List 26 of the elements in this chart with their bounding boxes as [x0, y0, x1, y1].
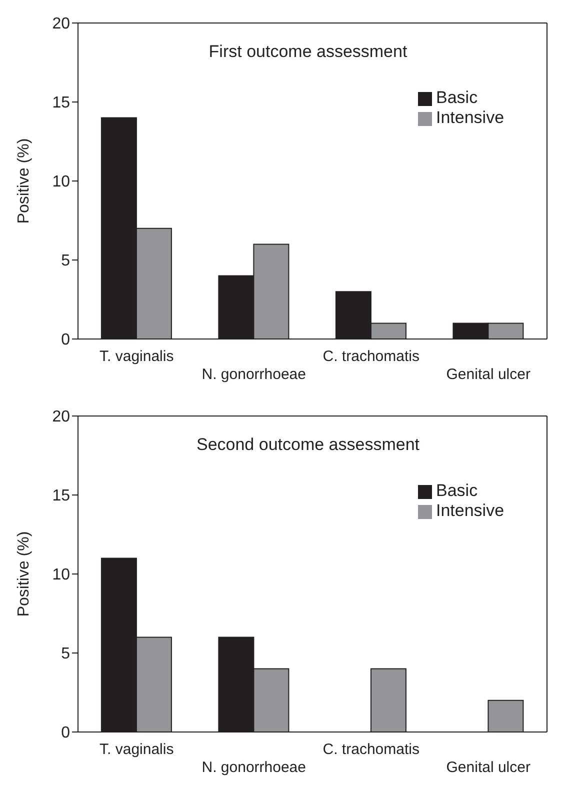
y-tick-label: 15	[52, 488, 70, 505]
legend-label: Basic	[436, 88, 478, 107]
legend-label: Basic	[436, 481, 478, 500]
x-tick-label: T. vaginalis	[100, 741, 174, 758]
x-tick-label: Genital ulcer	[446, 759, 530, 776]
y-tick-label: 15	[52, 94, 70, 112]
y-tick-label: 10	[52, 566, 70, 584]
x-tick-label: N. gonorrhoeae	[202, 759, 306, 776]
x-tick-label: T. vaginalis	[100, 348, 174, 365]
legend-label: Intensive	[436, 501, 504, 520]
x-tick-label: C. trachomatis	[322, 741, 420, 758]
text: First outcome assessment	[208, 42, 408, 62]
x-tick-label: N. gonorrhoeae	[202, 366, 306, 383]
y-tick-label: 0	[61, 724, 70, 742]
y-tick-label: 20	[52, 408, 70, 426]
y-tick-label: 0	[61, 332, 70, 349]
x-tick-label: Genital ulcer	[446, 366, 530, 383]
text: Second outcome assessment	[195, 435, 420, 455]
y-tick-label: 10	[52, 174, 70, 191]
y-tick-label: 20	[52, 16, 70, 33]
y-axis-title: Positive (%)	[16, 138, 33, 224]
y-tick-label: 5	[61, 646, 70, 663]
y-tick-label: 5	[61, 252, 70, 270]
legend-label: Intensive	[436, 108, 504, 127]
x-tick-label: C. trachomatis	[322, 348, 420, 365]
y-axis-title: Positive (%)	[16, 531, 33, 617]
